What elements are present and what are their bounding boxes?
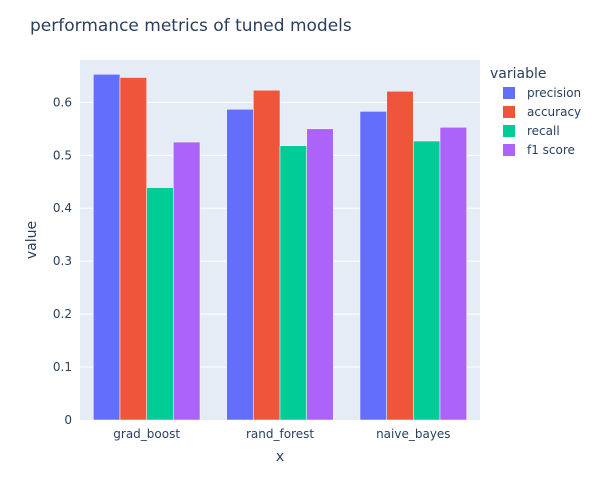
chart-title: performance metrics of tuned models <box>30 16 352 36</box>
y-tick-label: 0.4 <box>53 201 72 215</box>
bar-recall-rand_forest <box>279 145 307 421</box>
bar-f1-score-grad_boost <box>173 141 201 421</box>
bar-accuracy-naive_bayes <box>386 90 414 421</box>
bar-f1-score-naive_bayes <box>439 126 467 421</box>
x-tick-label: rand_forest <box>246 427 314 441</box>
legend-swatch-accuracy[interactable] <box>503 106 515 118</box>
y-tick-label: 0 <box>64 413 72 427</box>
bar-recall-naive_bayes <box>413 140 441 421</box>
legend: variable precision accuracy recall f1 score <box>490 66 581 157</box>
y-tick-label: 0.3 <box>53 254 72 268</box>
y-axis-ticks: 0 0.1 0.2 0.3 0.4 0.5 0.6 <box>53 95 72 427</box>
y-tick-label: 0.5 <box>53 148 72 162</box>
bar-precision-rand_forest <box>226 108 254 421</box>
legend-title: variable <box>490 66 546 82</box>
bar-f1-score-rand_forest <box>306 128 334 421</box>
bar-precision-naive_bayes <box>359 111 387 421</box>
legend-label-precision[interactable]: precision <box>527 86 581 100</box>
bar-accuracy-rand_forest <box>253 89 281 421</box>
x-tick-label: naive_bayes <box>376 427 450 441</box>
legend-swatch-precision[interactable] <box>503 87 515 99</box>
bar-recall-grad_boost <box>146 187 174 421</box>
x-axis-title: x <box>276 449 284 465</box>
y-axis-title: value <box>24 221 40 259</box>
bars <box>93 74 467 421</box>
y-tick-label: 0.1 <box>53 360 72 374</box>
bar-accuracy-grad_boost <box>119 77 147 421</box>
x-axis-ticks: grad_boost rand_forest naive_bayes <box>113 427 450 441</box>
x-tick-label: grad_boost <box>113 427 180 441</box>
y-tick-label: 0.2 <box>53 307 72 321</box>
legend-label-f1-score[interactable]: f1 score <box>527 143 575 157</box>
y-tick-label: 0.6 <box>53 95 72 109</box>
legend-swatch-recall[interactable] <box>503 125 515 137</box>
legend-label-recall[interactable]: recall <box>527 124 560 138</box>
legend-label-accuracy[interactable]: accuracy <box>527 105 581 119</box>
bar-precision-grad_boost <box>93 74 121 421</box>
legend-swatch-f1-score[interactable] <box>503 144 515 156</box>
